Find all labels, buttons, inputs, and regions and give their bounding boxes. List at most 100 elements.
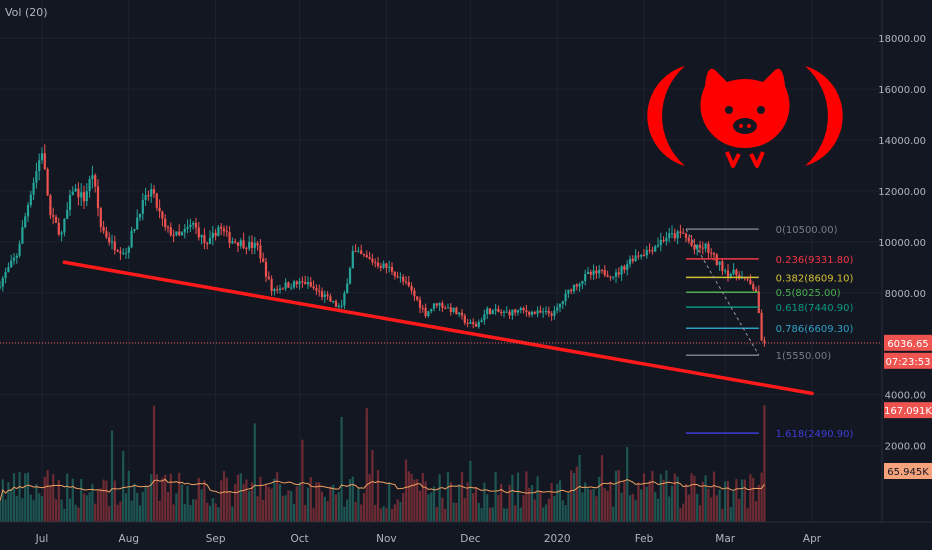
volume-bar [645,486,648,522]
candle-body [365,255,368,257]
candle-body [203,235,206,244]
volume-bar [586,488,590,522]
candle-body [236,242,240,246]
volume-bar [578,454,581,522]
candle-body [704,243,707,249]
candle-body [164,218,167,228]
volume-bar [726,481,730,522]
volume-bar [382,506,385,522]
candle-body [497,308,500,313]
candle-body [175,231,178,236]
candle-body [390,266,394,272]
candle-body [757,291,760,313]
volume-bar [668,496,671,522]
fib-trend-line [685,228,760,356]
candle-body [698,244,702,248]
candle-body [654,246,657,252]
volume-bar [306,487,310,522]
candle-body [267,276,270,279]
volume-bar [598,476,601,522]
candle-body [477,322,480,327]
fib-level-label: 0(10500.00) [776,225,838,236]
candle-body [754,289,758,292]
volume-bar [516,472,520,522]
countdown-badge: 07:23:53 [886,357,931,368]
candle-body [94,175,97,187]
candle-body [228,231,231,244]
volume-bar [673,473,676,522]
candle-body [332,301,335,303]
candle-body [763,340,766,343]
candle-body [262,258,265,262]
volume-bar [136,492,139,522]
candle-body [732,269,735,274]
volume-bar [24,473,27,522]
volume-bar [124,493,128,522]
volume-bar [180,484,184,522]
volume-bar [696,493,699,522]
candle-body [491,310,494,315]
volume-bar [220,480,223,522]
candle-body [472,322,475,325]
candle-body [416,296,419,300]
candle-body [729,273,732,277]
volume-bar [304,504,307,522]
trendline [62,260,814,396]
candle-body [35,171,38,183]
volume-bar [379,508,382,522]
volume-bar [40,495,44,522]
volume-bar [564,505,567,522]
countdown-badge-bg [884,352,932,369]
candle-body [52,215,55,217]
candle-body [388,266,391,268]
candle-body [189,224,192,228]
candle-body [385,263,388,268]
volume-bar [687,494,690,522]
logo-wave-left [647,66,685,166]
volume-ma-badge: 65.945K [887,467,929,478]
candle-body [606,275,609,277]
candle-body [133,229,136,231]
volume-bar [264,484,268,522]
candle-body [379,266,382,268]
volume-bar [0,500,2,522]
volume-bar [612,506,615,522]
volume-bar [222,471,226,522]
volume-bar [710,497,713,522]
candle-body [726,270,730,277]
volume-bar [556,483,559,522]
volume-bar [707,488,710,522]
fib-level-label: 1(5550.00) [776,351,832,362]
candle-body [435,303,438,306]
volume-bar [690,473,693,522]
time-tick-label: Apr [803,533,822,545]
logo-cat-nostril-right [747,124,751,128]
volume-indicator-label[interactable]: Vol (20) [5,6,48,19]
candle-body [276,289,279,291]
candle-body [309,282,312,287]
volume-bar [309,477,312,522]
candle-body [264,261,268,277]
candle-body [418,299,422,308]
volume-bar [715,495,718,522]
candle-body [592,270,595,275]
volume-bar [749,474,752,522]
candle-body [460,312,464,316]
candle-body [564,293,567,302]
volume-bar [620,492,623,522]
volume-bar [234,483,237,522]
candle-body [519,307,522,311]
volume-bar [430,492,433,522]
candle-body [318,290,321,292]
volume-bar [746,508,749,522]
volume-bar [186,485,189,522]
volume-bar [122,450,125,522]
candle-body [26,205,30,217]
volume-bar [754,501,758,522]
volume-bar [410,473,413,522]
candle-body [595,270,598,274]
candle-body [200,235,203,238]
volume-bar [567,493,570,522]
candle-body [158,207,161,212]
